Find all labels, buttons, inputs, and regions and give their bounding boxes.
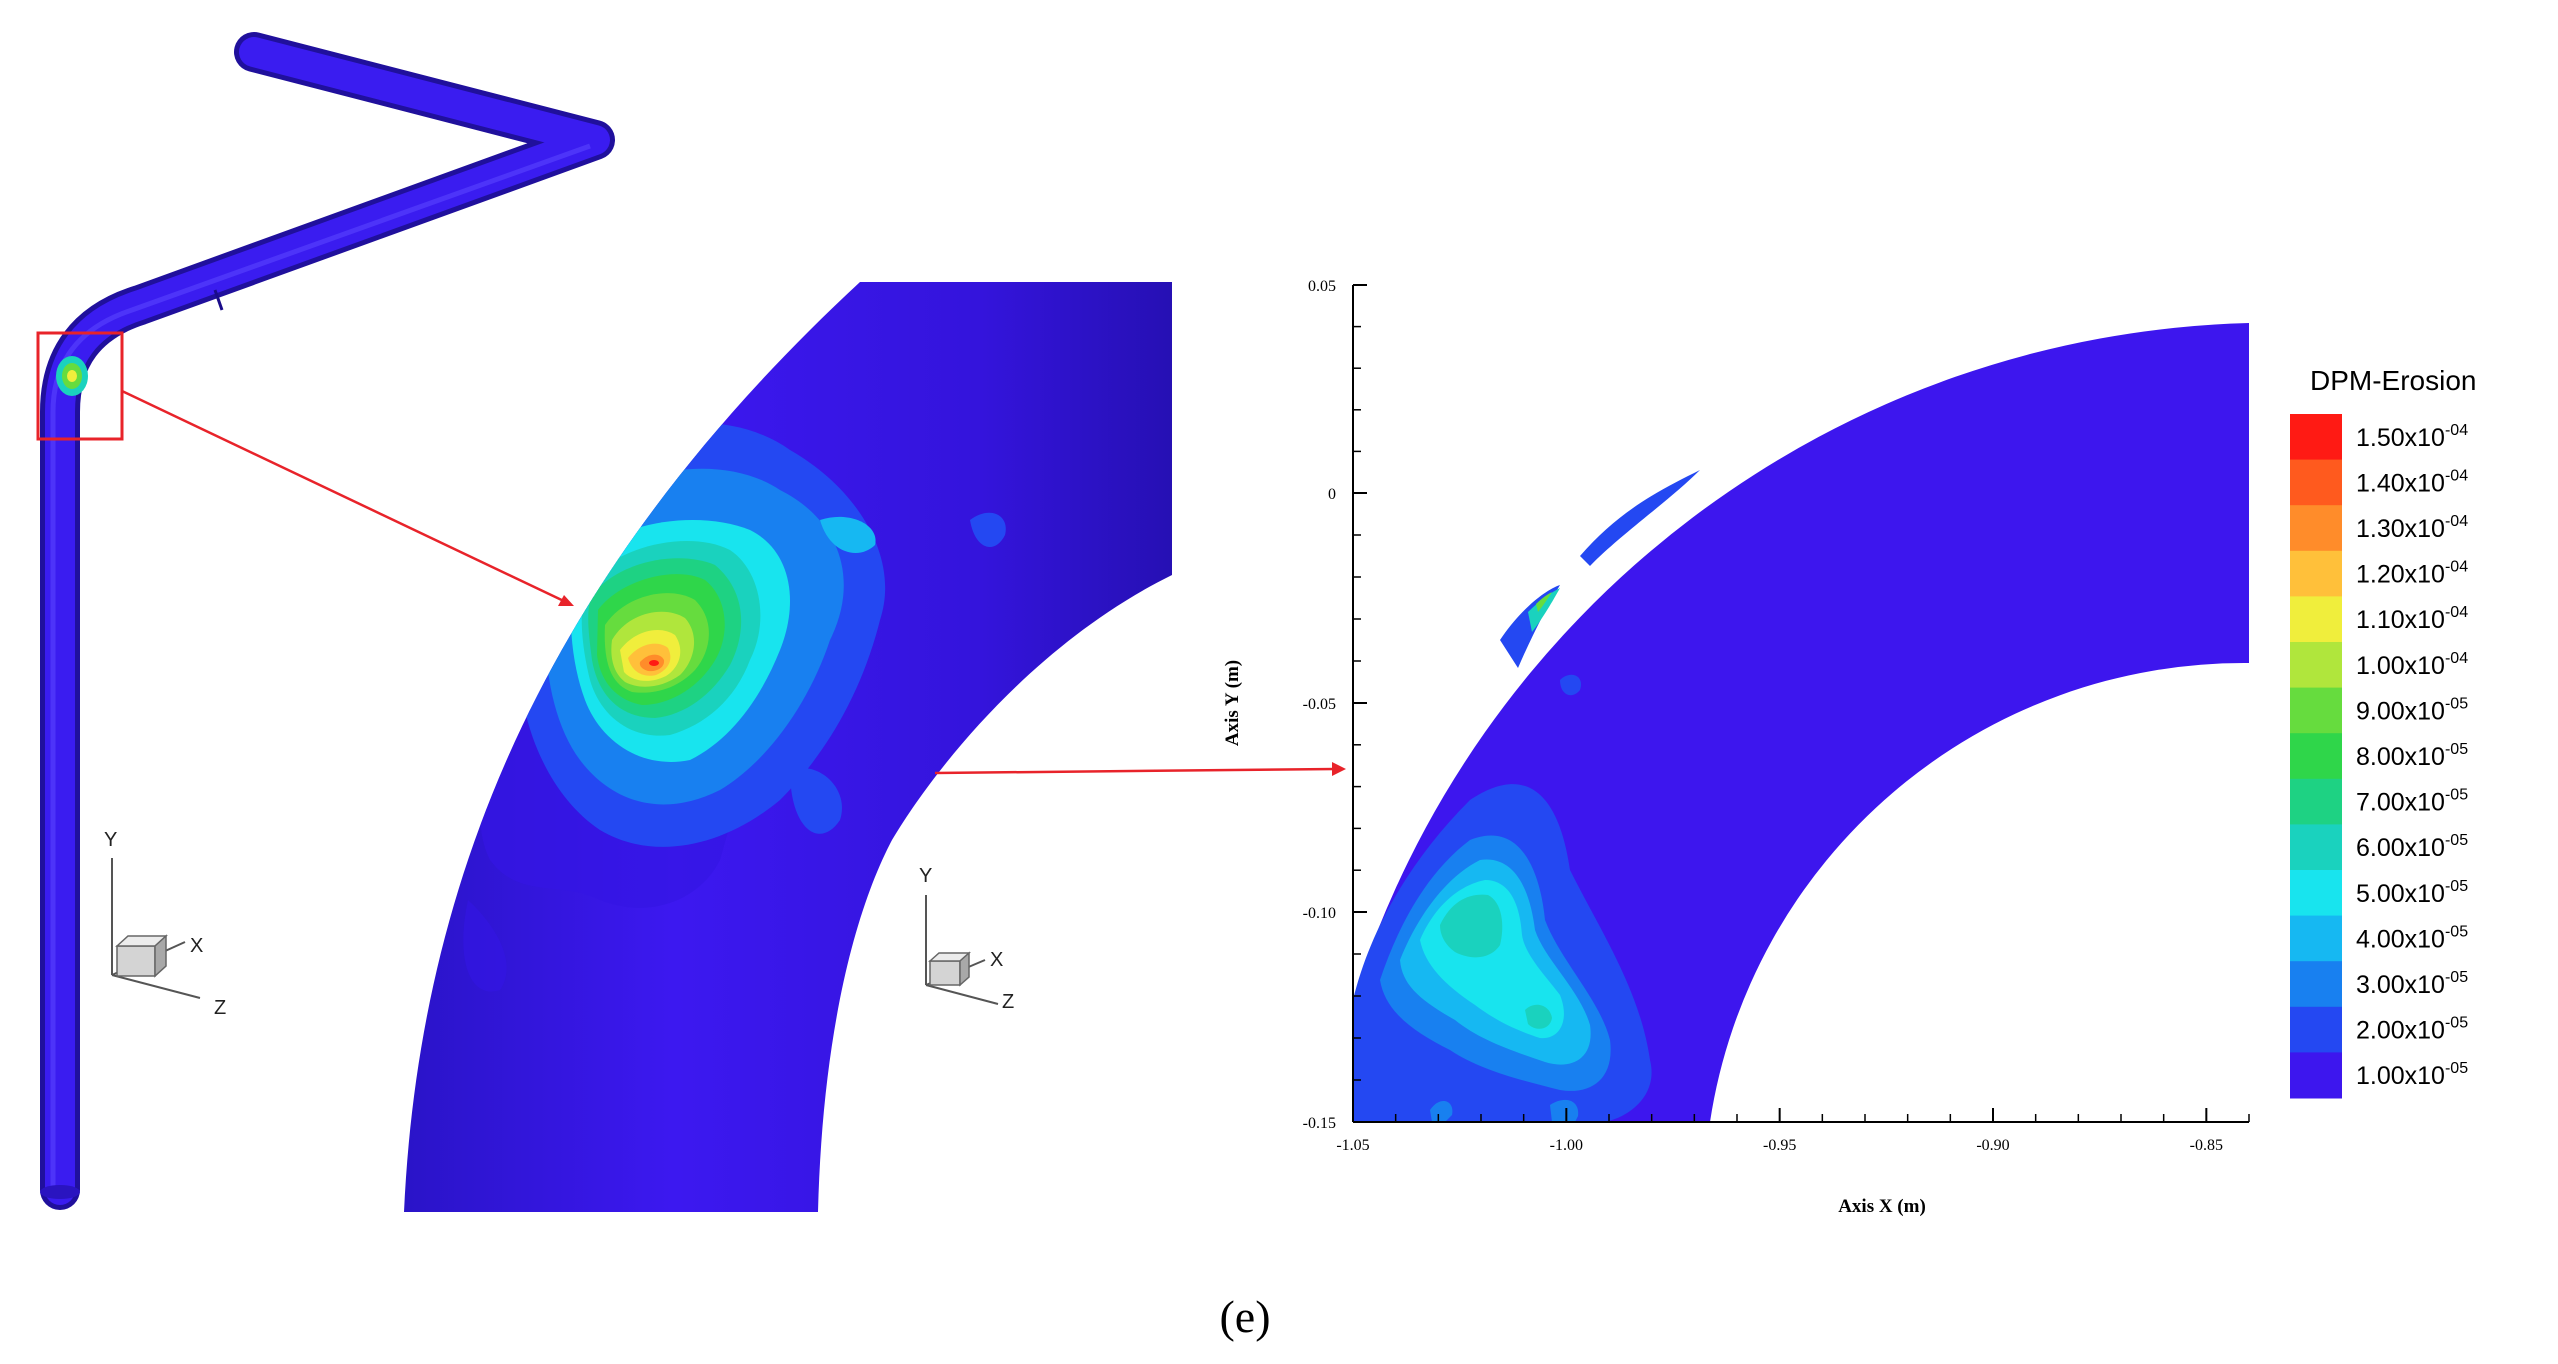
zoom-box xyxy=(36,331,124,441)
legend-label: 1.40x10-04 xyxy=(2356,467,2468,497)
x-tick-label: -0.90 xyxy=(1976,1137,2009,1154)
x-axis-label: Axis X (m) xyxy=(1838,1196,1926,1217)
legend-swatch xyxy=(2290,596,2342,643)
triad-y-label: Y xyxy=(104,829,117,851)
legend-label: 5.00x10-05 xyxy=(2356,878,2468,908)
x-tick-label: -0.85 xyxy=(2190,1137,2223,1154)
triad-z-label-2: Z xyxy=(1002,991,1014,1013)
legend-title: DPM-Erosion xyxy=(2310,365,2476,396)
legend-swatch xyxy=(2290,414,2342,461)
y-tick-label: -0.05 xyxy=(1303,696,1336,713)
triad-z-label: Z xyxy=(214,997,226,1019)
legend-swatch xyxy=(2290,778,2342,825)
legend-swatch xyxy=(2290,505,2342,552)
bend-zoom-view xyxy=(404,282,1172,1212)
x-ticks: -1.05 -1.00 -0.95 -0.90 -0.85 xyxy=(1336,1108,2250,1154)
color-legend: DPM-Erosion 1.50x10-04 1.40x10-04 1.30x10-… xyxy=(2290,365,2476,1099)
legend-swatch xyxy=(2290,961,2342,1008)
axis-triad-left: Y X Z xyxy=(104,829,226,1019)
legend-swatch xyxy=(2290,733,2342,780)
y-tick-label: -0.15 xyxy=(1303,1115,1336,1132)
y-tick-label: 0 xyxy=(1328,486,1336,503)
legend-swatch xyxy=(2290,459,2342,506)
legend-label: 1.50x10-04 xyxy=(2356,422,2468,452)
legend-label: 4.00x10-05 xyxy=(2356,923,2468,953)
x-tick-label: -0.95 xyxy=(1763,1137,1796,1154)
y-tick-label: -0.10 xyxy=(1303,905,1336,922)
y-ticks: 0.05 0 -0.05 -0.10 -0.15 xyxy=(1303,278,1367,1132)
legend-swatch xyxy=(2290,1006,2342,1053)
legend-label: 1.00x10-04 xyxy=(2356,650,2468,680)
legend-label: 2.00x10-05 xyxy=(2356,1015,2468,1045)
legend-swatch xyxy=(2290,870,2342,917)
axis-triad-middle: Y X Z xyxy=(919,865,1014,1013)
triad-y-label-2: Y xyxy=(919,865,932,887)
zoom-arrows xyxy=(121,389,1346,776)
legend-label: 7.00x10-05 xyxy=(2356,787,2468,817)
triad-x-label-2: X xyxy=(990,949,1003,971)
legend-label: 1.10x10-04 xyxy=(2356,604,2468,634)
legend-swatch xyxy=(2290,1052,2342,1099)
legend-label: 1.00x10-05 xyxy=(2356,1060,2468,1090)
legend-label: 6.00x10-05 xyxy=(2356,832,2468,862)
contour-plot: 0.05 0 -0.05 -0.10 -0.15 -1.05 -1.00 -0.95 -0.9… xyxy=(1222,278,2250,1217)
y-tick-label: 0.05 xyxy=(1308,278,1336,295)
legend-swatch xyxy=(2290,824,2342,871)
legend-swatch xyxy=(2290,687,2342,734)
triad-x-label: X xyxy=(190,935,203,957)
legend-label: 3.00x10-05 xyxy=(2356,969,2468,999)
figure-caption: (e) xyxy=(1219,1291,1270,1342)
legend-swatch xyxy=(2290,550,2342,597)
x-tick-label: -1.00 xyxy=(1550,1137,1583,1154)
legend-swatch xyxy=(2290,642,2342,689)
x-tick-label: -1.05 xyxy=(1336,1137,1369,1154)
legend-label: 1.30x10-04 xyxy=(2356,513,2468,543)
legend-label: 8.00x10-05 xyxy=(2356,741,2468,771)
legend-swatch xyxy=(2290,915,2342,962)
y-axis-label: Axis Y (m) xyxy=(1222,660,1243,746)
legend-label: 1.20x10-04 xyxy=(2356,559,2468,589)
erosion-hotspot-small xyxy=(56,356,88,396)
legend-label: 9.00x10-05 xyxy=(2356,695,2468,725)
pipe-model xyxy=(36,32,615,1210)
